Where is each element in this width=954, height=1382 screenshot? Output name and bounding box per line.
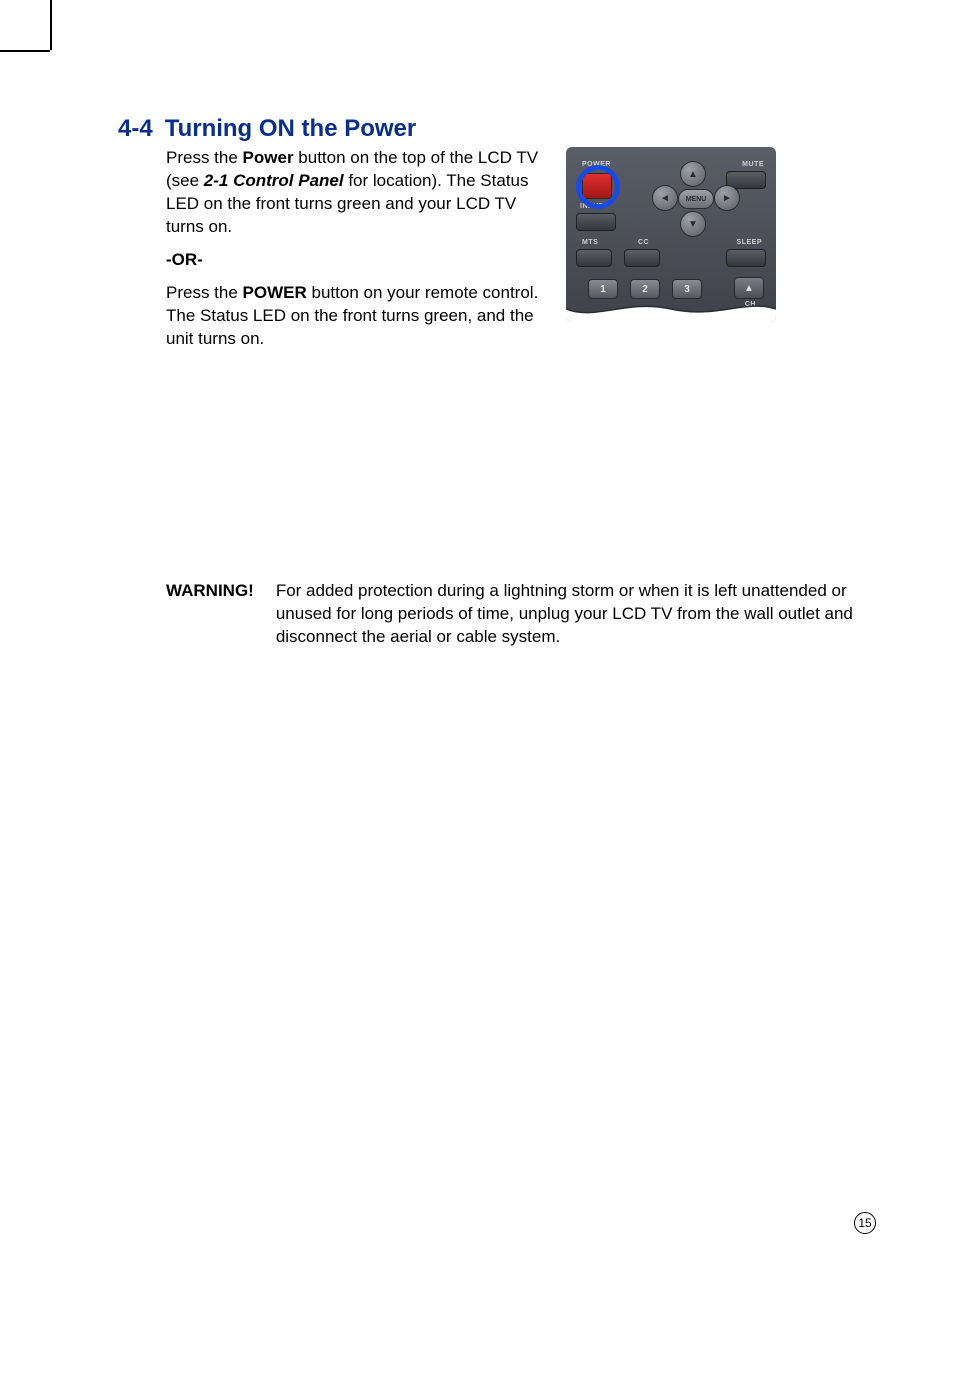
mute-label: MUTE: [742, 161, 764, 168]
or-separator: -OR-: [166, 249, 546, 272]
paragraph-2: Press the POWER button on your remote co…: [166, 282, 546, 351]
input-button: [576, 213, 616, 231]
sleep-button: [726, 249, 766, 267]
sleep-label: SLEEP: [737, 239, 762, 246]
body-wrap: Press the Power button on the top of the…: [118, 147, 859, 361]
warning-label: WARNING!: [166, 580, 254, 649]
num-1-button: 1: [588, 279, 618, 299]
ch-up-button: ▲: [734, 277, 764, 299]
main-content: 4-4 Turning ON the Power Press the Power…: [118, 115, 859, 361]
body-text: Press the Power button on the top of the…: [166, 147, 546, 361]
page-number: 15: [854, 1212, 876, 1234]
section-heading: 4-4 Turning ON the Power: [118, 115, 859, 143]
right-button: ►: [714, 185, 740, 211]
power-highlight-ring: [576, 165, 620, 209]
remote-image: POWER MUTE ▲ ◄ MENU ► ▼ INPUT MTS CC SLE…: [566, 147, 776, 322]
section-title: Turning ON the Power: [165, 115, 417, 143]
wave-cutout-icon: [566, 297, 776, 322]
left-button: ◄: [652, 185, 678, 211]
menu-button: MENU: [678, 189, 714, 209]
warning-block: WARNING! For added protection during a l…: [166, 580, 859, 649]
section-number: 4-4: [118, 115, 153, 143]
cc-label: CC: [638, 239, 649, 246]
num-3-button: 3: [672, 279, 702, 299]
num-2-button: 2: [630, 279, 660, 299]
cc-button: [624, 249, 660, 267]
mts-button: [576, 249, 612, 267]
down-button: ▼: [680, 211, 706, 237]
mts-label: MTS: [582, 239, 598, 246]
paragraph-1: Press the Power button on the top of the…: [166, 147, 546, 239]
warning-text: For added protection during a lightning …: [276, 580, 859, 649]
up-button: ▲: [680, 161, 706, 187]
